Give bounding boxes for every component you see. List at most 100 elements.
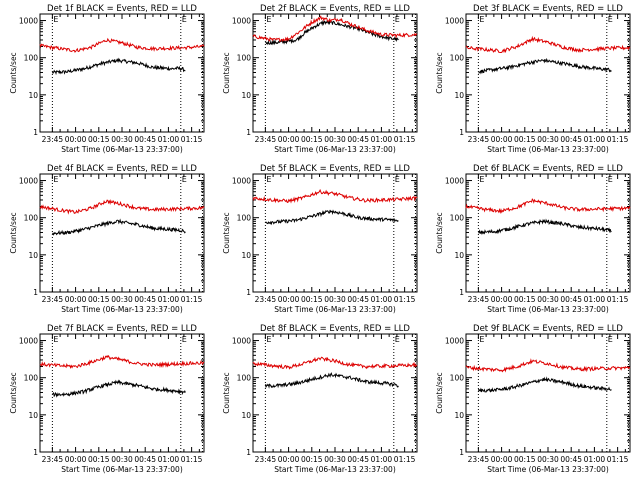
- x-tick-label: 01:15: [181, 135, 203, 144]
- x-tick-label: 00:30: [537, 455, 559, 464]
- y-axis-label: Counts/sec: [435, 372, 444, 413]
- x-tick-label: 01:15: [181, 295, 203, 304]
- y-tick-label: 1: [459, 288, 464, 297]
- y-tick-label: 1000: [232, 17, 251, 26]
- series-line-lld: [252, 356, 418, 370]
- y-axis-label: Counts/sec: [222, 212, 231, 253]
- x-tick-label: 00:15: [301, 455, 323, 464]
- series-line-lld: [465, 358, 631, 373]
- x-tick-label: 00:15: [514, 455, 536, 464]
- panel-5: Det 5f BLACK = Events, RED = LLD 1 10 100 10…: [222, 164, 418, 314]
- x-tick-label: 23:45: [42, 135, 64, 144]
- panel-9: Det 9f BLACK = Events, RED = LLD 1 10 100 10…: [435, 324, 631, 474]
- event-marker-label: E: [395, 335, 400, 344]
- x-tick-label: 01:00: [371, 135, 393, 144]
- x-tick-label: 00:15: [301, 295, 323, 304]
- y-tick-label: 1000: [19, 177, 38, 186]
- x-tick-label: 23:45: [255, 295, 277, 304]
- y-tick-label: 10: [241, 251, 251, 260]
- x-tick-label: 00:30: [537, 295, 559, 304]
- x-tick-label: 01:00: [584, 295, 606, 304]
- y-tick-label: 1: [246, 448, 251, 457]
- y-tick-label: 1000: [19, 17, 38, 26]
- y-tick-label: 1: [33, 288, 38, 297]
- x-tick-label: 01:00: [584, 455, 606, 464]
- x-tick-label: 00:15: [301, 135, 323, 144]
- series-line-lld: [465, 35, 631, 54]
- x-axis-label: Start Time (06-Mar-13 23:37:00): [61, 145, 183, 154]
- x-tick-label: 00:30: [111, 455, 133, 464]
- x-tick-label: 01:00: [371, 295, 393, 304]
- panel-title: Det 6f BLACK = Events, RED = LLD: [473, 164, 623, 174]
- y-tick-label: 10: [454, 251, 464, 260]
- x-tick-label: 00:00: [278, 135, 300, 144]
- x-tick-label: 00:00: [491, 455, 513, 464]
- event-marker-label: E: [608, 175, 613, 184]
- panel-1: Det 1f BLACK = Events, RED = LLD 1 10 100 10…: [9, 4, 205, 154]
- y-tick-label: 100: [237, 374, 252, 383]
- y-tick-label: 10: [28, 91, 38, 100]
- y-tick-label: 1: [33, 128, 38, 137]
- y-tick-label: 100: [237, 54, 252, 63]
- event-marker-label: E: [53, 15, 58, 24]
- event-marker-label: E: [53, 335, 58, 344]
- series-line-lld: [39, 199, 205, 215]
- y-axis-label: Counts/sec: [435, 52, 444, 93]
- y-tick-label: 1000: [445, 17, 464, 26]
- x-tick-label: 23:45: [42, 295, 64, 304]
- x-axis-label: Start Time (06-Mar-13 23:37:00): [274, 305, 396, 314]
- x-tick-label: 00:30: [111, 295, 133, 304]
- x-tick-label: 01:15: [607, 455, 629, 464]
- x-tick-label: 00:45: [347, 455, 369, 464]
- x-axis-label: Start Time (06-Mar-13 23:37:00): [61, 305, 183, 314]
- event-marker-label: E: [182, 15, 187, 24]
- x-tick-label: 01:00: [371, 455, 393, 464]
- y-tick-label: 1: [459, 448, 464, 457]
- plot-frame: [252, 333, 418, 453]
- event-marker-label: E: [479, 175, 484, 184]
- event-marker-label: E: [182, 335, 187, 344]
- x-tick-label: 00:15: [88, 295, 110, 304]
- panel-title: Det 4f BLACK = Events, RED = LLD: [47, 164, 197, 174]
- event-marker-label: E: [266, 175, 271, 184]
- event-marker-label: E: [479, 15, 484, 24]
- panel-7: Det 7f BLACK = Events, RED = LLD 1 10 100 10…: [9, 324, 205, 474]
- x-axis-label: Start Time (06-Mar-13 23:37:00): [61, 465, 183, 474]
- x-tick-label: 23:45: [468, 455, 490, 464]
- series-line-events: [52, 218, 186, 236]
- x-tick-label: 00:00: [65, 455, 87, 464]
- x-tick-label: 01:15: [394, 295, 416, 304]
- y-tick-label: 10: [454, 411, 464, 420]
- x-tick-label: 23:45: [42, 455, 64, 464]
- y-tick-label: 100: [237, 214, 252, 223]
- y-tick-label: 1: [33, 448, 38, 457]
- event-marker-label: E: [266, 335, 271, 344]
- x-tick-label: 00:30: [111, 135, 133, 144]
- y-tick-label: 1: [459, 128, 464, 137]
- x-tick-label: 00:15: [514, 295, 536, 304]
- x-tick-label: 00:00: [278, 295, 300, 304]
- series-line-lld: [252, 15, 418, 43]
- x-tick-label: 23:45: [255, 135, 277, 144]
- x-tick-label: 01:15: [394, 455, 416, 464]
- x-tick-label: 00:45: [134, 135, 156, 144]
- plot-frame: [252, 173, 418, 293]
- y-axis-label: Counts/sec: [9, 372, 18, 413]
- x-tick-label: 01:00: [158, 455, 180, 464]
- y-tick-label: 1000: [445, 177, 464, 186]
- y-axis-label: Counts/sec: [9, 52, 18, 93]
- panel-title: Det 7f BLACK = Events, RED = LLD: [47, 324, 197, 334]
- x-tick-label: 23:45: [468, 295, 490, 304]
- x-tick-label: 00:00: [65, 135, 87, 144]
- series-line-lld: [39, 354, 205, 370]
- y-tick-label: 100: [24, 54, 39, 63]
- x-tick-label: 00:00: [491, 135, 513, 144]
- y-tick-label: 100: [24, 214, 39, 223]
- plot-frame: [465, 13, 631, 133]
- x-tick-label: 00:15: [88, 455, 110, 464]
- plot-frame: [465, 173, 631, 293]
- panel-title: Det 2f BLACK = Events, RED = LLD: [260, 4, 410, 14]
- y-tick-label: 100: [450, 374, 465, 383]
- x-tick-label: 01:15: [607, 295, 629, 304]
